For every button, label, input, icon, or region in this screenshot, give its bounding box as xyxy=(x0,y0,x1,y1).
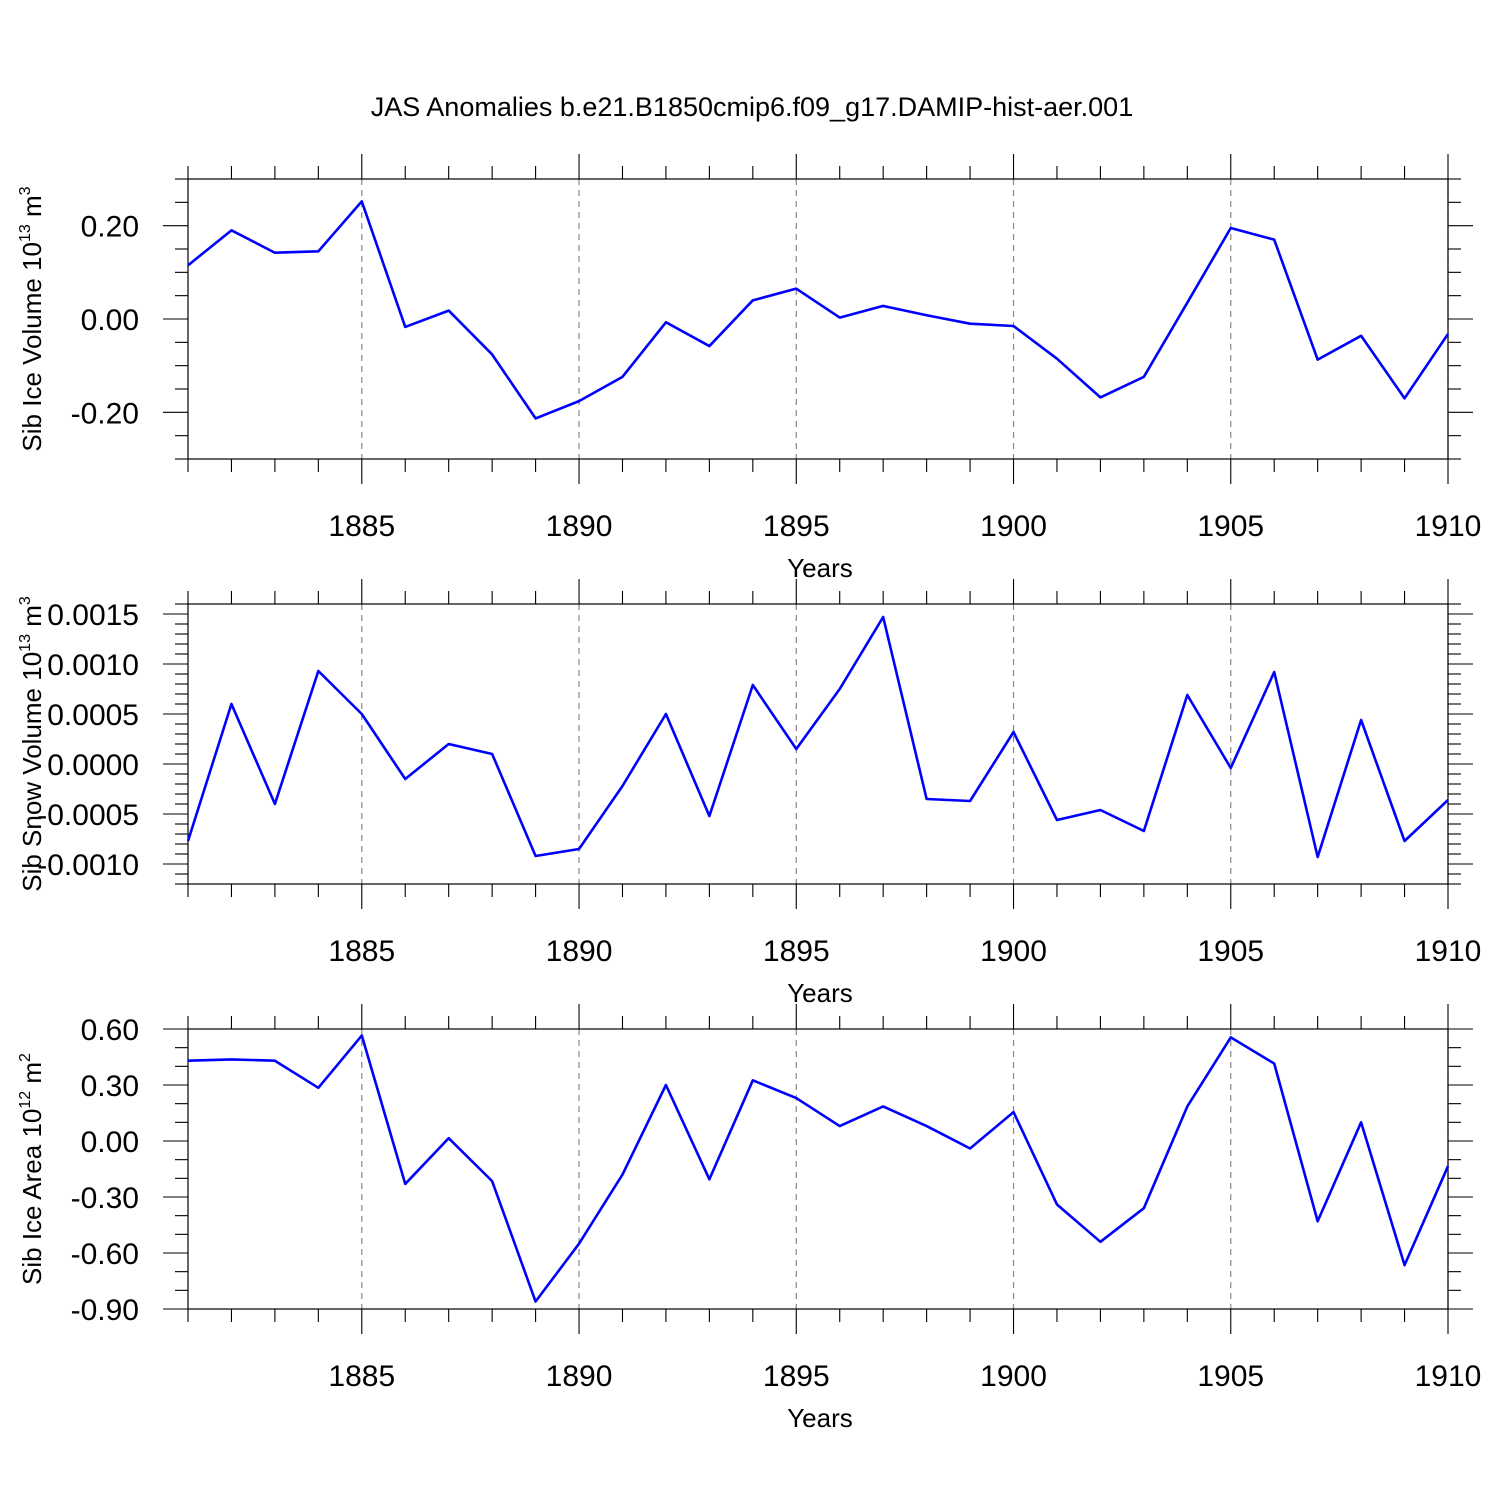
y-axis-title-text: Sib Ice Volume 10 xyxy=(17,242,47,452)
x-tick-label: 1905 xyxy=(1197,510,1264,543)
y-axis-title-text: Sib Ice Area 10 xyxy=(17,1109,47,1285)
panel-3: 1885 1890 1895 1900 1905 1910 Years -0.90 -0.60 -… xyxy=(17,1004,1481,1433)
x-tick-label: 1905 xyxy=(1197,1360,1264,1393)
x-tick-label: 1885 xyxy=(328,510,395,543)
panel-1: 1885 1890 1895 1900 1905 1910 Years -0.20 0.00 0.… xyxy=(17,154,1481,583)
y-tick-label: 0.00 xyxy=(81,304,139,337)
x-tick-label: 1895 xyxy=(763,935,830,968)
y-tick-label: 0.20 xyxy=(81,211,139,244)
plot-frame xyxy=(187,1028,1449,1310)
x-tick-label: 1910 xyxy=(1415,935,1482,968)
y-tick-label: 0.00 xyxy=(81,1126,139,1159)
x-axis-title: Years xyxy=(787,553,853,583)
x-tick-label: 1910 xyxy=(1415,1360,1482,1393)
figure-title: JAS Anomalies b.e21.B1850cmip6.f09_g17.D… xyxy=(371,92,1133,122)
x-tick-label: 1910 xyxy=(1415,510,1482,543)
y-axis-title-unit-exponent: 2 xyxy=(17,1053,34,1062)
y-tick-label: 0.0015 xyxy=(47,599,139,632)
y-axis-title-unit-exponent: 3 xyxy=(17,596,34,605)
x-tick-label: 1885 xyxy=(328,935,395,968)
x-tick-label: 1885 xyxy=(328,1360,395,1393)
series-line xyxy=(187,1034,1450,1303)
y-tick-label: 0.0005 xyxy=(47,699,139,732)
y-tick-label: -0.0010 xyxy=(37,849,139,882)
y-tick-label: -0.30 xyxy=(71,1182,139,1215)
x-tick-label: 1905 xyxy=(1197,935,1264,968)
y-axis-title-exponent: 13 xyxy=(17,224,34,242)
y-tick-label: 0.60 xyxy=(81,1014,139,1047)
plot-frame xyxy=(187,603,1449,885)
y-axis-title: Sib Ice Area 1012 m2 xyxy=(17,1053,47,1285)
y-axis-title-unit: m xyxy=(17,195,47,224)
y-axis-title-exponent: 13 xyxy=(17,634,34,652)
x-tick-label: 1890 xyxy=(546,510,613,543)
panel-2: 1885 1890 1895 1900 1905 1910 Years -0.0010 -0.0… xyxy=(17,579,1481,1008)
x-tick-label: 1895 xyxy=(763,510,830,543)
x-axis-title: Years xyxy=(787,1403,853,1433)
chart-panels: 1885 1890 1895 1900 1905 1910 Years -0.20 0.00 0.… xyxy=(17,154,1481,1433)
y-axis-title-unit: m xyxy=(17,605,47,634)
plot-frame xyxy=(187,178,1449,460)
series-line xyxy=(187,200,1450,420)
y-axis-title: Sib Snow Volume 1013 m3 xyxy=(17,596,47,892)
y-tick-label: 0.30 xyxy=(81,1070,139,1103)
y-tick-label: -0.90 xyxy=(71,1294,139,1327)
x-tick-label: 1900 xyxy=(980,935,1047,968)
series-line xyxy=(186,615,1449,859)
y-tick-label: -0.60 xyxy=(71,1238,139,1271)
x-tick-label: 1900 xyxy=(980,1360,1047,1393)
y-tick-label: 0.0010 xyxy=(47,649,139,682)
x-tick-label: 1900 xyxy=(980,510,1047,543)
y-tick-label: 0.0000 xyxy=(47,749,139,782)
x-tick-label: 1895 xyxy=(763,1360,830,1393)
y-tick-label: -0.0005 xyxy=(37,799,139,832)
y-axis-title-unit: m xyxy=(17,1062,47,1091)
y-axis-title: Sib Ice Volume 1013 m3 xyxy=(17,186,47,451)
x-tick-label: 1890 xyxy=(546,935,613,968)
y-axis-title-text: Sib Snow Volume 10 xyxy=(17,652,47,892)
y-tick-label: -0.20 xyxy=(71,397,139,430)
x-axis-title: Years xyxy=(787,978,853,1008)
y-axis-title-unit-exponent: 3 xyxy=(17,186,34,195)
x-tick-label: 1890 xyxy=(546,1360,613,1393)
y-axis-title-exponent: 12 xyxy=(17,1091,34,1109)
